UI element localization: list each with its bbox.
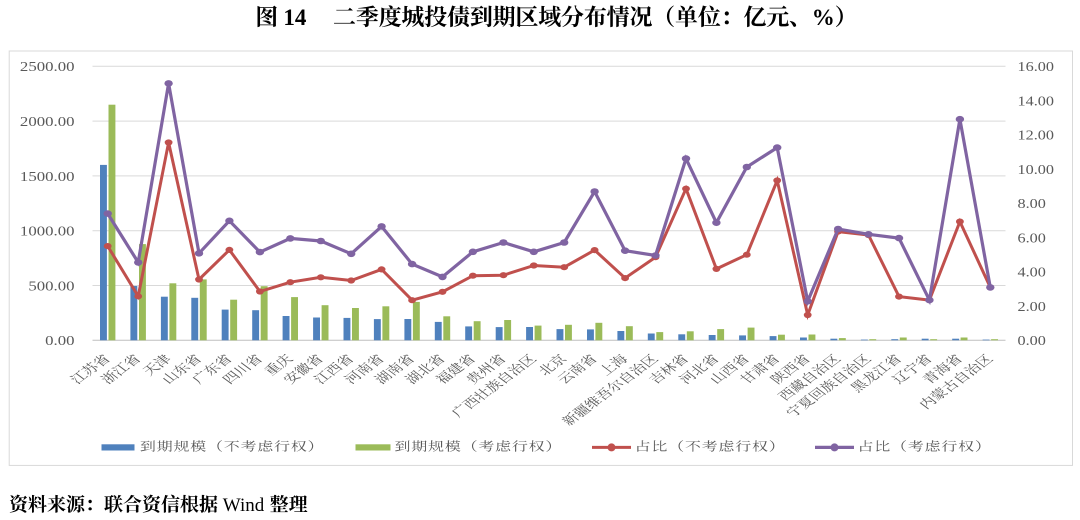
svg-text:12.00: 12.00: [1018, 129, 1054, 143]
svg-text:2000.00: 2000.00: [20, 114, 75, 129]
svg-text:16.00: 16.00: [1018, 60, 1054, 74]
svg-text:2500.00: 2500.00: [20, 59, 75, 74]
svg-text:Wind: Wind: [223, 495, 265, 516]
svg-text:14: 14: [283, 5, 307, 30]
svg-text:1500.00: 1500.00: [20, 169, 75, 184]
svg-text:0.00: 0.00: [45, 333, 75, 348]
svg-text:2.00: 2.00: [1018, 300, 1046, 314]
svg-text:14.00: 14.00: [1018, 95, 1054, 109]
svg-text:%: %: [812, 5, 835, 30]
svg-text:6.00: 6.00: [1018, 232, 1046, 246]
svg-text:500.00: 500.00: [28, 279, 74, 294]
svg-text:8.00: 8.00: [1018, 197, 1046, 211]
svg-text:0.00: 0.00: [1018, 334, 1046, 348]
svg-text:1000.00: 1000.00: [20, 224, 75, 239]
svg-text:4.00: 4.00: [1018, 266, 1046, 280]
svg-text:10.00: 10.00: [1018, 163, 1054, 177]
